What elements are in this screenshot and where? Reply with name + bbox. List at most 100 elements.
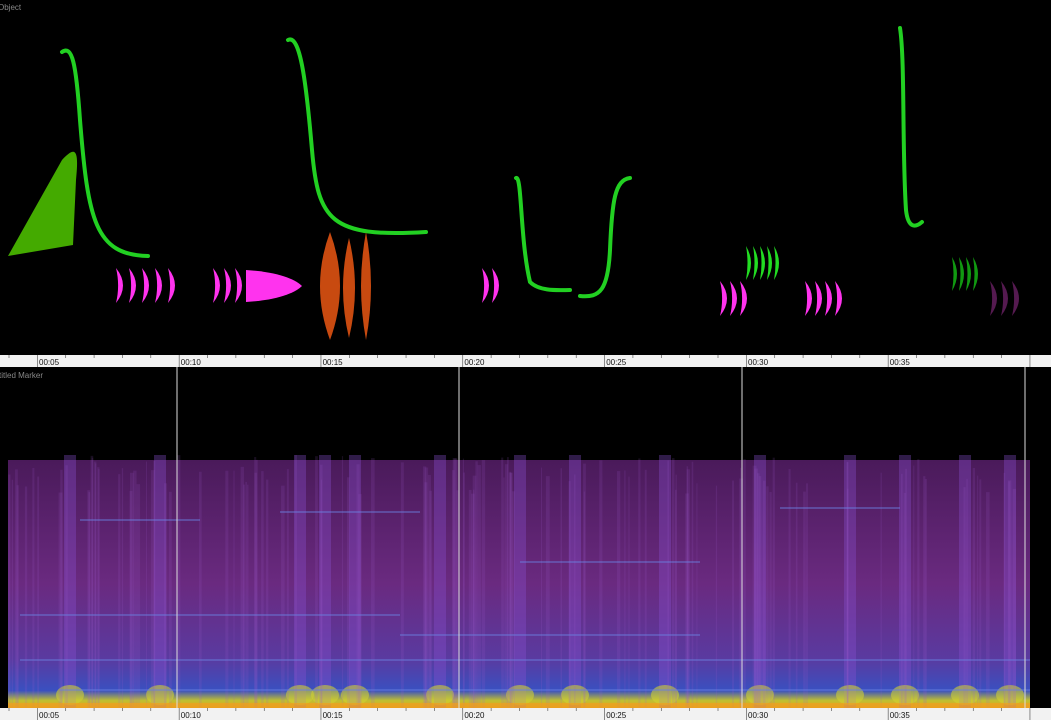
fan	[959, 257, 964, 291]
hot-spot	[836, 685, 864, 705]
fan	[155, 268, 162, 303]
stripe	[766, 486, 769, 720]
spectrogram-detail	[8, 367, 1030, 720]
curves	[60, 26, 924, 299]
stripe	[739, 478, 744, 720]
stripe	[762, 480, 766, 720]
fan	[774, 246, 779, 280]
stripe	[628, 476, 630, 720]
fan	[224, 268, 231, 303]
stripe	[37, 476, 40, 720]
fan	[116, 268, 123, 303]
stripe	[349, 455, 361, 708]
stripe	[60, 469, 63, 720]
fan	[966, 257, 971, 291]
stripe	[199, 471, 202, 720]
stripe	[65, 465, 68, 716]
fan	[815, 281, 822, 316]
stripe	[514, 455, 526, 708]
stripe	[427, 474, 431, 720]
stripe	[846, 461, 848, 712]
stripe	[505, 464, 508, 715]
stripe	[118, 474, 121, 720]
stripe	[93, 461, 97, 712]
stripe	[463, 472, 466, 720]
stripe	[966, 478, 968, 720]
fan	[740, 281, 747, 316]
stripe	[356, 464, 360, 715]
stripe	[583, 491, 585, 720]
stripe	[473, 489, 475, 720]
stripe	[346, 477, 350, 720]
stripe	[569, 455, 581, 708]
hot-spot	[341, 685, 369, 705]
stripe	[225, 470, 229, 720]
stripe	[696, 483, 698, 720]
stripe	[644, 469, 647, 720]
stripe	[136, 484, 141, 720]
stripe	[168, 491, 172, 720]
stripe	[772, 457, 775, 708]
stripe	[154, 455, 166, 708]
stripe	[24, 486, 28, 720]
stripe	[98, 469, 100, 720]
stripe	[153, 460, 156, 711]
stripe	[740, 467, 742, 718]
stripe	[806, 483, 808, 720]
spike	[361, 232, 371, 340]
stripe	[903, 492, 906, 720]
time-label: 00:25	[606, 358, 627, 367]
stripe	[1004, 455, 1016, 708]
stripe	[1012, 488, 1017, 720]
stripe	[743, 459, 746, 710]
stripe	[358, 494, 362, 720]
time-label: 00:30	[748, 711, 769, 720]
stripe	[844, 455, 856, 708]
fan-shapes	[116, 232, 1019, 340]
stripe	[129, 490, 133, 720]
stripe	[583, 463, 586, 714]
stripe	[371, 458, 375, 709]
fan	[720, 281, 727, 316]
fan	[746, 246, 751, 280]
fan	[168, 268, 175, 303]
stripe	[847, 488, 849, 720]
stripe	[176, 455, 181, 706]
fan	[1012, 281, 1019, 316]
stripe	[659, 455, 671, 708]
stripe	[97, 467, 100, 718]
stripe	[163, 483, 168, 720]
stripe	[545, 476, 550, 720]
stripe	[64, 455, 76, 708]
stripe	[754, 468, 759, 719]
stripe	[315, 456, 318, 707]
ruler	[0, 708, 1051, 720]
stripe	[451, 470, 455, 720]
stripe	[686, 469, 690, 720]
stripe	[959, 455, 971, 708]
stripe	[511, 491, 515, 720]
stripe	[286, 469, 289, 720]
stripe	[261, 471, 264, 720]
time-label: 00:30	[748, 358, 769, 367]
fan	[973, 257, 978, 291]
stripe	[905, 468, 907, 719]
stripe	[509, 471, 512, 720]
object-panel	[0, 0, 1051, 355]
stripe	[240, 466, 244, 717]
stripe	[90, 455, 94, 706]
stripe	[1007, 480, 1012, 720]
stripe	[732, 480, 734, 720]
stripe	[424, 467, 429, 718]
stripe	[795, 482, 798, 720]
stripe	[8, 474, 11, 720]
stripe	[574, 474, 576, 720]
shape	[8, 151, 78, 256]
stripe	[769, 491, 772, 720]
stripe	[616, 471, 621, 720]
stripe	[319, 464, 323, 715]
stripe	[16, 485, 19, 720]
stripe	[972, 467, 976, 718]
fan	[1001, 281, 1008, 316]
